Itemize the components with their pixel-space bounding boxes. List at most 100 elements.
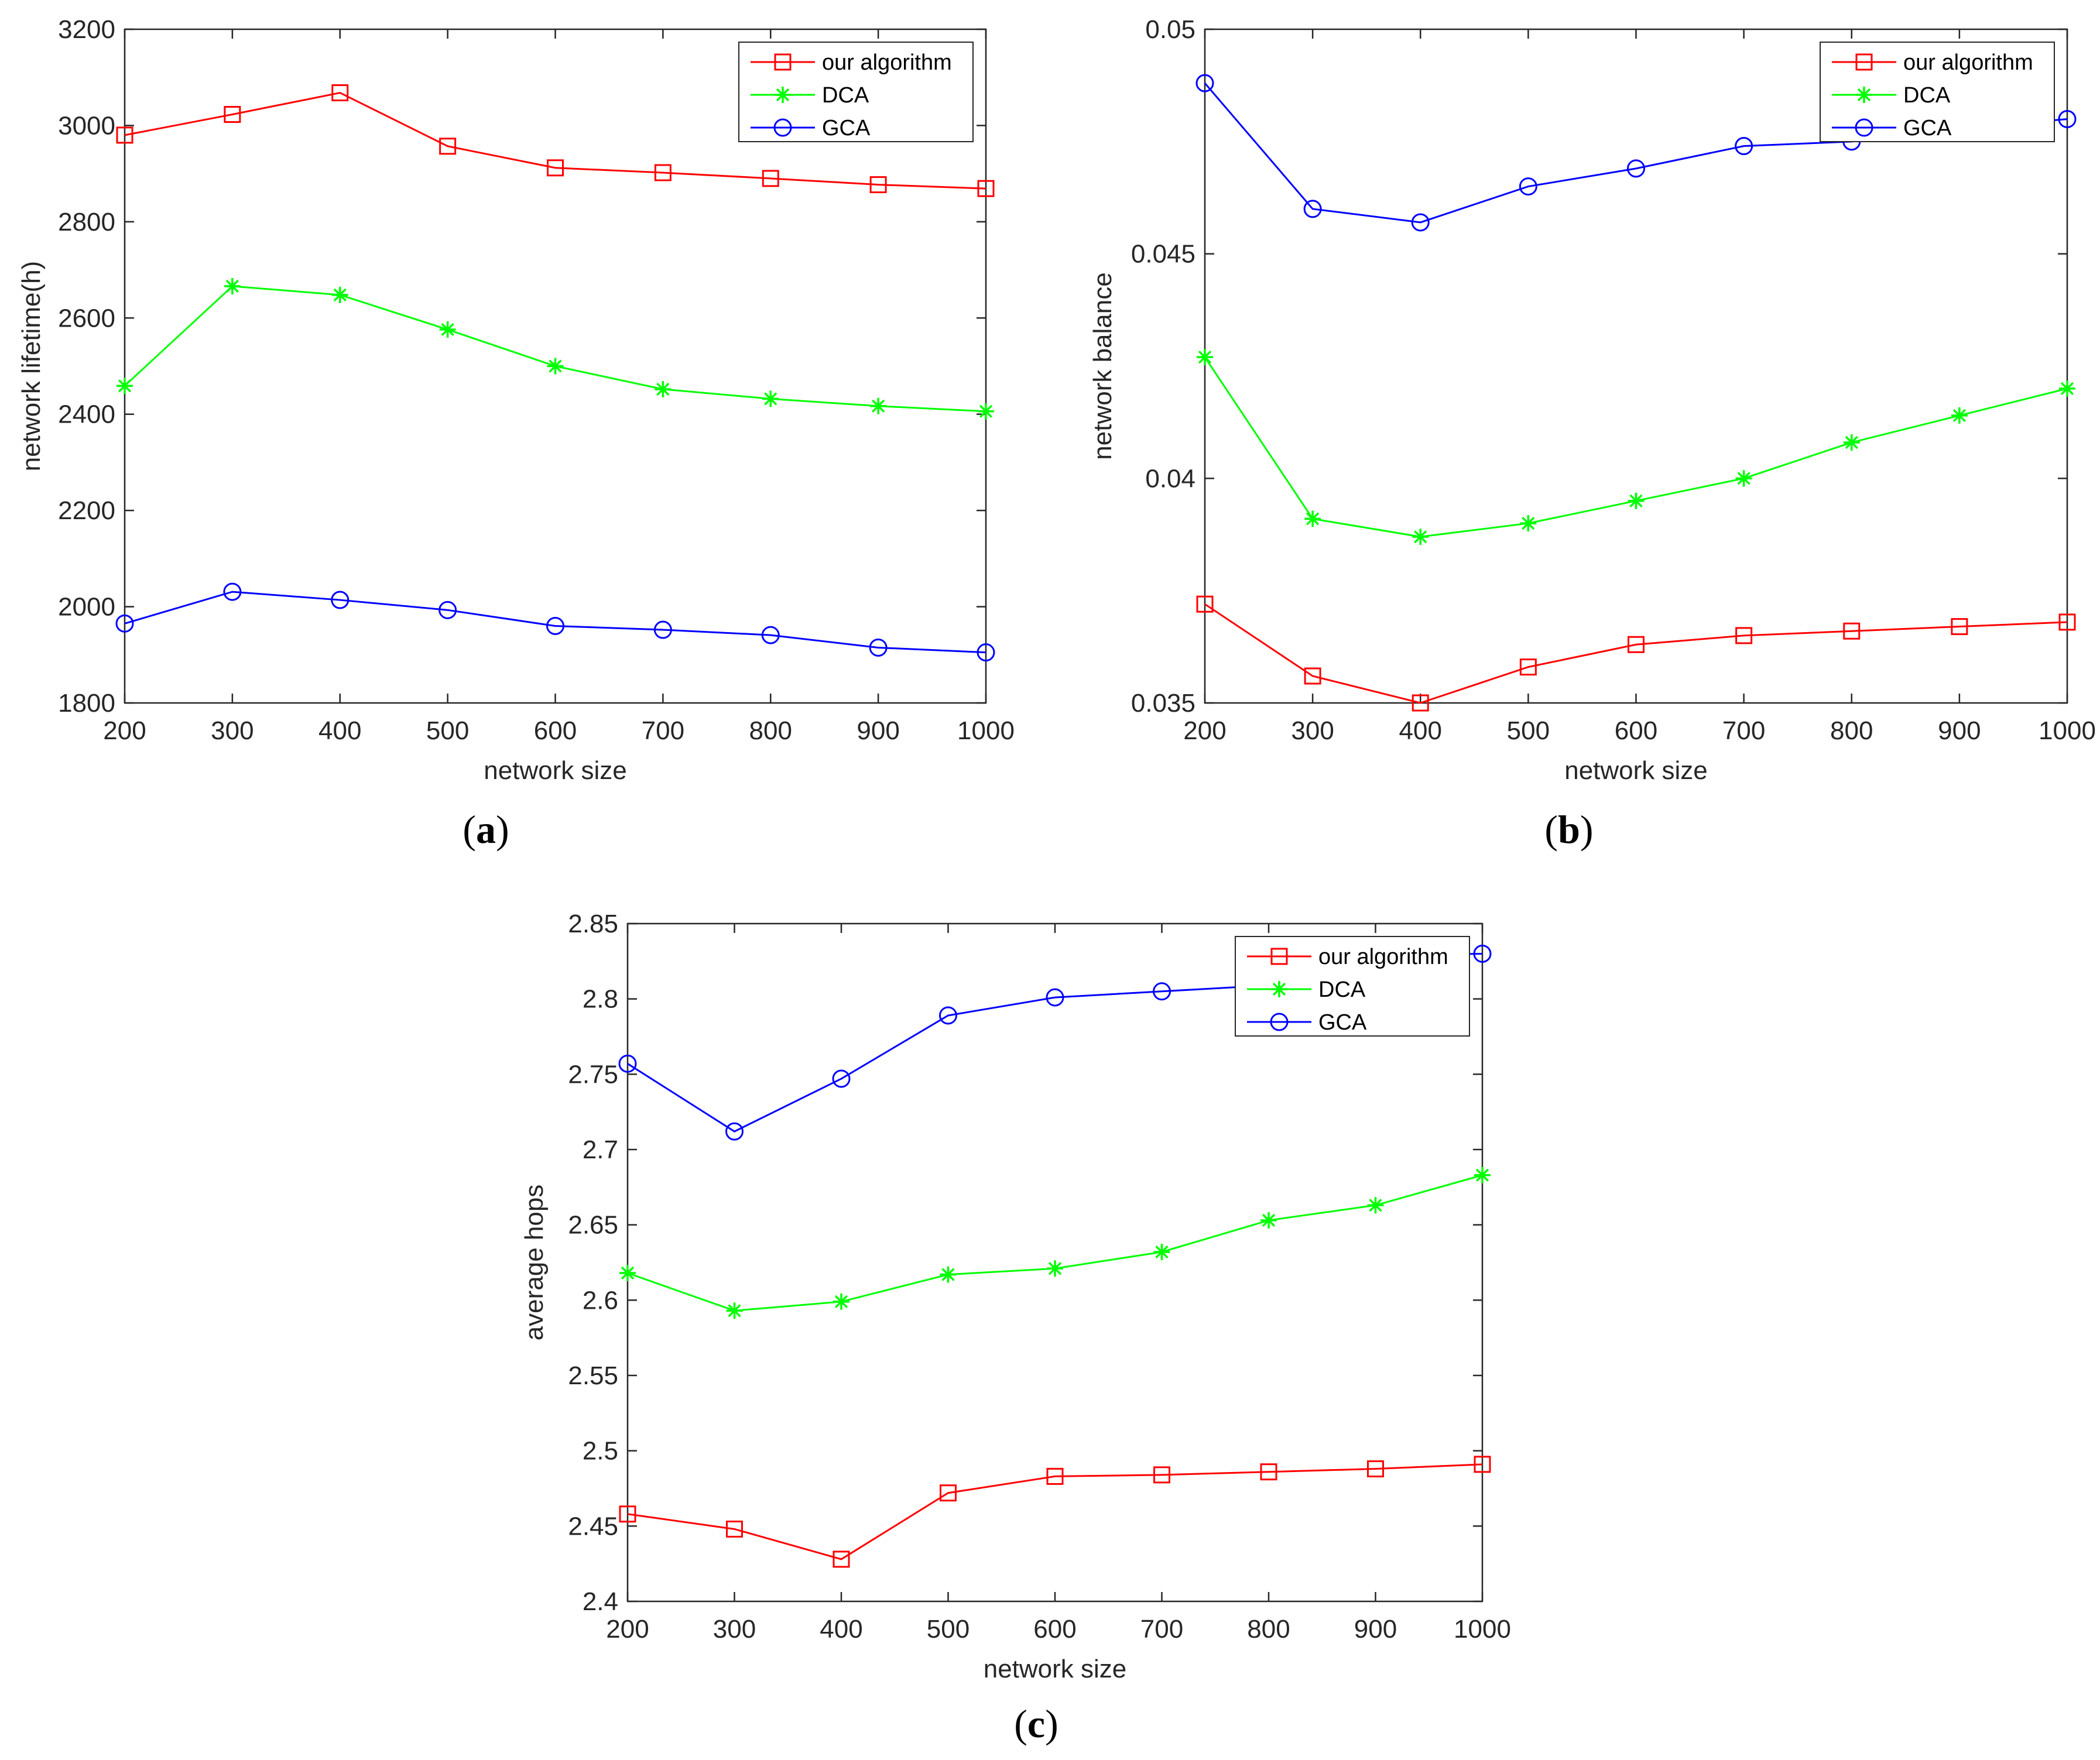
- legend-swatch-marker: [1270, 948, 1288, 965]
- legend-label: DCA: [1903, 83, 1951, 108]
- data-point: [1627, 159, 1645, 178]
- data-point: [1367, 1460, 1384, 1478]
- data-point: [547, 159, 564, 177]
- x-axis-title: network size: [484, 756, 627, 785]
- x-tick-label: 900: [1354, 1615, 1397, 1644]
- data-point: [1046, 1467, 1064, 1485]
- data-point: [1412, 529, 1429, 546]
- data-point: [869, 638, 888, 657]
- legend-swatch-marker: [1855, 118, 1873, 137]
- x-tick-label: 200: [1183, 716, 1226, 745]
- data-point: [940, 1266, 957, 1283]
- data-point: [1520, 515, 1537, 532]
- data-point: [331, 84, 349, 102]
- x-tick-label: 600: [534, 716, 577, 745]
- data-point: [1304, 667, 1321, 685]
- x-tick-label: 300: [211, 716, 253, 745]
- y-tick-label: 2.55: [568, 1361, 618, 1390]
- x-tick-label: 500: [927, 1615, 970, 1644]
- y-tick-label: 2.75: [568, 1060, 618, 1089]
- data-point: [1473, 944, 1492, 963]
- x-tick-label: 200: [103, 716, 146, 745]
- data-point: [619, 1505, 636, 1523]
- y-tick-label: 2.85: [568, 910, 618, 938]
- y-axis-title: network lifetime(h): [17, 261, 46, 471]
- y-tick-label: 2.7: [583, 1135, 618, 1164]
- x-tick-label: 800: [749, 716, 792, 745]
- y-tick-label: 3000: [58, 111, 115, 140]
- data-point: [939, 1006, 957, 1025]
- data-point: [2058, 109, 2077, 128]
- data-point: [1735, 470, 1752, 487]
- data-point: [653, 620, 672, 639]
- data-point: [1196, 595, 1214, 613]
- data-point: [725, 1122, 744, 1141]
- data-point: [654, 164, 672, 181]
- legend-label: GCA: [1318, 1010, 1367, 1035]
- series-dca: [619, 1167, 1491, 1319]
- x-tick-label: 400: [318, 716, 361, 745]
- legend-label: our algorithm: [1903, 50, 2033, 75]
- x-tick-label: 300: [713, 1615, 756, 1644]
- chart-panel-a: 200 300 400 500 600 700 800 900 1000 1800 2000 2200…: [17, 15, 1015, 852]
- data-point: [1519, 177, 1537, 196]
- panel-label: (c): [1014, 1701, 1058, 1746]
- data-point: [1303, 200, 1322, 218]
- y-tick-label: 2400: [58, 400, 115, 429]
- data-point: [1474, 1456, 1491, 1473]
- data-point: [115, 614, 134, 633]
- legend-swatch-marker: [774, 53, 792, 71]
- x-tick-label: 700: [1140, 1615, 1183, 1644]
- y-axis-title: network balance: [1088, 272, 1117, 459]
- data-point: [331, 591, 350, 609]
- legend-swatch-marker: [1856, 87, 1872, 103]
- legend-swatch-marker: [773, 118, 792, 137]
- y-tick-label: 2.4: [583, 1587, 618, 1616]
- data-point: [439, 601, 457, 619]
- data-point: [439, 321, 456, 338]
- x-tick-label: 200: [606, 1615, 649, 1644]
- x-tick-label: 400: [1399, 716, 1442, 745]
- x-tick-label: 600: [1033, 1615, 1076, 1644]
- y-axis-title: average hops: [520, 1185, 549, 1341]
- data-point: [1153, 982, 1171, 1001]
- legend: our algorithm DCA GCA: [1820, 42, 2055, 142]
- data-point: [1843, 434, 1860, 451]
- data-point: [978, 403, 994, 420]
- series-dca: [1197, 349, 2075, 546]
- legend-label: GCA: [822, 116, 871, 140]
- legend-swatch-marker: [1270, 1013, 1289, 1031]
- data-point: [1260, 1463, 1277, 1481]
- data-point: [833, 1550, 850, 1568]
- y-tick-label: 2800: [58, 208, 115, 236]
- series-line: [124, 591, 986, 654]
- data-point: [726, 1520, 743, 1538]
- y-tick-label: 3200: [58, 15, 115, 44]
- x-axis-title: network size: [1564, 756, 1708, 785]
- y-tick-label: 0.035: [1131, 689, 1195, 718]
- x-tick-label: 800: [1247, 1615, 1290, 1644]
- data-point: [1843, 622, 1861, 640]
- legend-label: GCA: [1903, 116, 1952, 140]
- x-tick-label: 900: [857, 716, 899, 745]
- data-point: [1367, 1197, 1384, 1214]
- data-point: [977, 643, 995, 662]
- data-point: [1195, 74, 1214, 92]
- data-point: [223, 582, 242, 601]
- data-point: [224, 106, 241, 123]
- x-tick-label: 700: [642, 716, 684, 745]
- data-point: [547, 358, 564, 375]
- data-point: [1153, 1243, 1170, 1260]
- x-tick-label: 800: [1830, 716, 1873, 745]
- y-tick-label: 2.6: [583, 1286, 618, 1315]
- series-our-algorithm: [116, 84, 995, 197]
- y-tick-label: 1800: [58, 689, 115, 718]
- x-tick-label: 900: [1938, 716, 1981, 745]
- legend-swatch-marker: [775, 87, 791, 103]
- y-tick-label: 2000: [58, 593, 115, 622]
- data-point: [869, 176, 887, 194]
- data-point: [1304, 510, 1321, 527]
- data-point: [1412, 694, 1429, 712]
- data-point: [1474, 1167, 1491, 1183]
- x-tick-label: 1000: [2039, 716, 2096, 745]
